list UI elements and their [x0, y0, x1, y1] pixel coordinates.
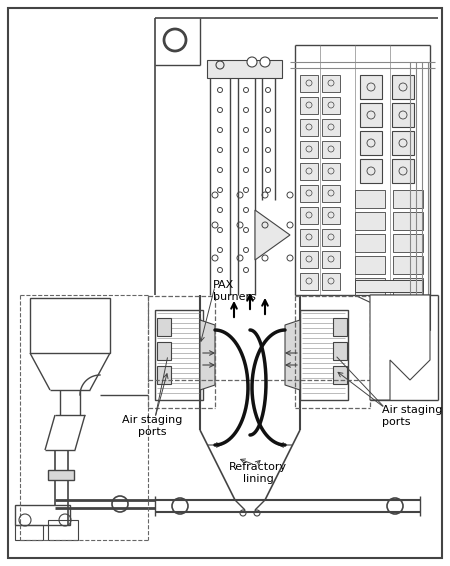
Bar [300, 119, 318, 136]
Polygon shape [355, 295, 430, 330]
Bar [355, 212, 385, 230]
Bar [300, 207, 318, 224]
Polygon shape [370, 295, 430, 400]
Bar [360, 103, 382, 127]
Bar [300, 229, 318, 246]
Bar [392, 159, 414, 183]
Bar [15, 525, 43, 540]
Bar [355, 234, 385, 252]
Bar [355, 190, 385, 208]
Bar [300, 141, 318, 158]
Bar [393, 256, 423, 274]
Bar [393, 212, 423, 230]
Bar [155, 310, 203, 400]
Bar [355, 256, 385, 274]
Bar [300, 97, 318, 114]
Bar [393, 234, 423, 252]
Bar [392, 131, 414, 155]
Bar [207, 60, 282, 78]
Bar [322, 75, 340, 92]
Bar [322, 141, 340, 158]
Text: Air staging
ports: Air staging ports [382, 405, 442, 427]
Bar [392, 75, 414, 99]
Bar [322, 163, 340, 180]
Bar [15, 505, 70, 525]
Bar [360, 159, 382, 183]
Bar [157, 366, 171, 384]
Bar [322, 119, 340, 136]
Bar [322, 229, 340, 246]
Circle shape [247, 57, 257, 67]
Bar [30, 298, 110, 353]
Bar [393, 190, 423, 208]
Bar [322, 97, 340, 114]
Bar [322, 185, 340, 202]
Circle shape [164, 29, 186, 51]
Bar [300, 163, 318, 180]
Polygon shape [285, 320, 300, 390]
Bar [157, 318, 171, 336]
Text: Refractory
lining: Refractory lining [229, 462, 287, 483]
Bar [48, 470, 74, 480]
Bar [355, 280, 423, 292]
Bar [322, 273, 340, 290]
Polygon shape [255, 210, 290, 260]
Bar [392, 103, 414, 127]
Bar [333, 318, 347, 336]
Text: PAX
burners: PAX burners [213, 280, 256, 302]
Text: Air staging
ports: Air staging ports [122, 415, 182, 436]
Bar [322, 251, 340, 268]
Bar [360, 131, 382, 155]
Bar [360, 75, 382, 99]
Bar [355, 278, 385, 296]
Bar [333, 342, 347, 360]
Bar [333, 366, 347, 384]
Bar [393, 278, 423, 296]
Bar [300, 185, 318, 202]
Bar [48, 520, 78, 540]
Bar [322, 207, 340, 224]
Bar [300, 251, 318, 268]
Bar [300, 310, 348, 400]
Polygon shape [200, 320, 215, 390]
Bar [157, 342, 171, 360]
Bar [300, 273, 318, 290]
Bar [300, 75, 318, 92]
Circle shape [260, 57, 270, 67]
